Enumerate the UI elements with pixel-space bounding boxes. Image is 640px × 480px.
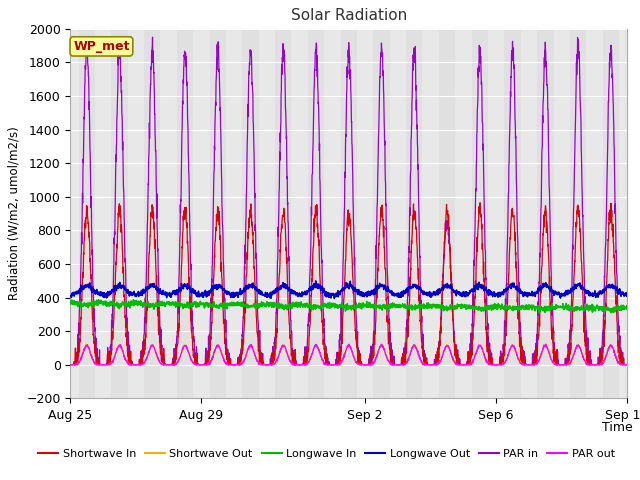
Bar xyxy=(636,29,640,398)
Text: WP_met: WP_met xyxy=(73,40,130,53)
Legend: Shortwave In, Shortwave Out, Longwave In, Longwave Out, PAR in, PAR out: Shortwave In, Shortwave Out, Longwave In… xyxy=(34,444,620,464)
X-axis label: Time: Time xyxy=(602,420,633,433)
Bar xyxy=(373,29,390,398)
Bar xyxy=(406,29,422,398)
Bar xyxy=(308,29,324,398)
Y-axis label: Radiation (W/m2, umol/m2/s): Radiation (W/m2, umol/m2/s) xyxy=(8,127,20,300)
Bar xyxy=(210,29,226,398)
Bar xyxy=(570,29,586,398)
Bar xyxy=(537,29,554,398)
Bar xyxy=(177,29,193,398)
Bar xyxy=(243,29,259,398)
Bar xyxy=(79,29,95,398)
Bar xyxy=(472,29,488,398)
Bar xyxy=(504,29,521,398)
Bar xyxy=(275,29,291,398)
Bar xyxy=(439,29,455,398)
Bar xyxy=(340,29,357,398)
Bar xyxy=(144,29,161,398)
Bar xyxy=(603,29,619,398)
Bar xyxy=(111,29,128,398)
Title: Solar Radiation: Solar Radiation xyxy=(291,9,407,24)
